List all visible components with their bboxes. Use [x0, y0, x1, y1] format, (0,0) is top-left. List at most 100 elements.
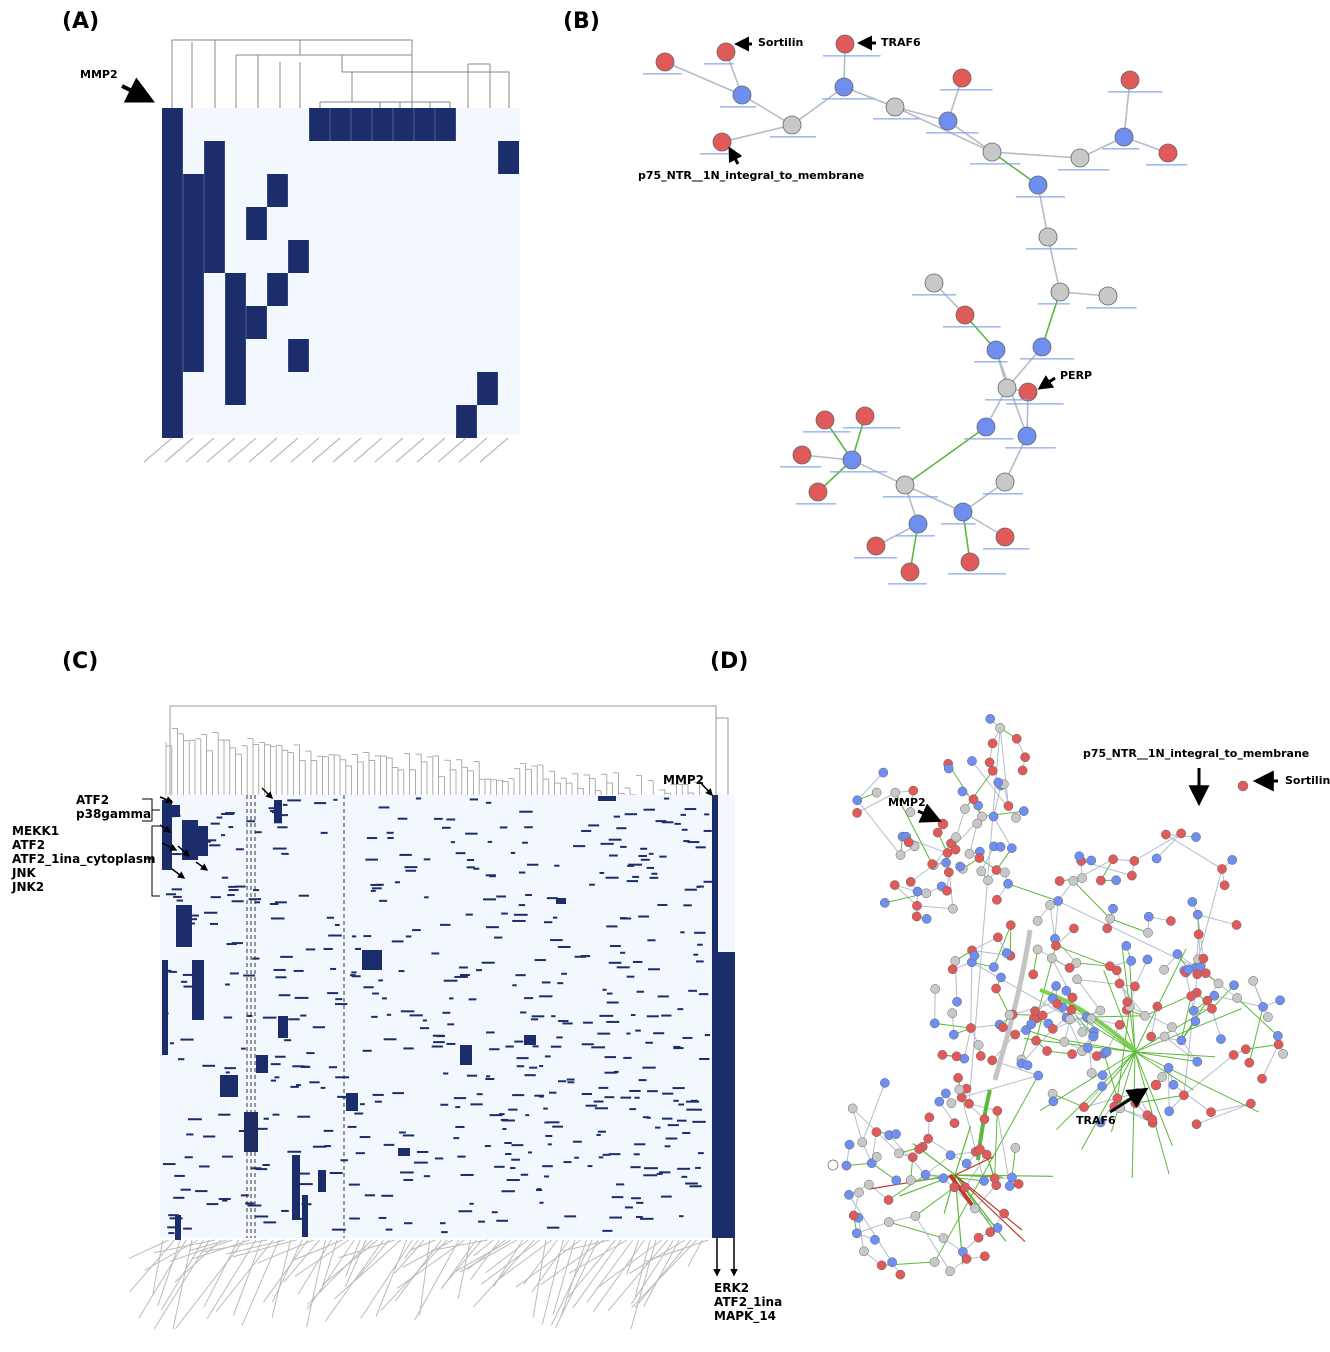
heatmap-cell — [272, 847, 287, 850]
panel-c-arrow-1 — [159, 796, 174, 804]
reaction-node — [961, 1158, 972, 1169]
network-edge — [1119, 1107, 1153, 1124]
complex-node — [997, 378, 1017, 398]
network-edge — [1134, 1051, 1173, 1147]
reaction-node — [1003, 878, 1013, 889]
reaction-node — [852, 795, 863, 806]
heatmap-cell — [420, 1027, 430, 1030]
gene-node — [1112, 1093, 1123, 1104]
heatmap-cell — [363, 935, 372, 938]
node-label-text — [948, 573, 1007, 575]
column-label-stub — [191, 1239, 251, 1260]
heatmap-cell — [370, 889, 376, 892]
heatmap-cell — [202, 1064, 216, 1067]
column-label-stub — [516, 1239, 581, 1288]
heatmap-cell — [632, 960, 643, 963]
reaction-node — [992, 1223, 1003, 1233]
heatmap-cell — [544, 1175, 550, 1178]
heatmap-cell — [169, 814, 181, 817]
gene-node — [712, 132, 732, 152]
reaction-node — [880, 1078, 890, 1088]
heatmap-cell — [255, 901, 260, 904]
heatmap-cell — [535, 1189, 543, 1192]
network-edge — [954, 1174, 1054, 1177]
gene-node — [1202, 995, 1213, 1006]
heatmap-cell — [543, 1107, 548, 1110]
gene-node — [949, 1182, 960, 1193]
heatmap-cell — [599, 1014, 614, 1017]
heatmap-cell — [453, 1137, 460, 1140]
column-label-stub — [143, 437, 173, 463]
heatmap-cell — [626, 975, 635, 978]
heatmap-cell — [391, 940, 404, 943]
panel-b-label: (B) — [563, 9, 600, 34]
heatmap-cell — [642, 1066, 656, 1069]
column-label-stub — [628, 1239, 686, 1274]
complex-node — [1065, 1014, 1076, 1025]
heatmap-cell — [459, 974, 470, 977]
heatmap-cell — [334, 923, 340, 926]
node-label-text — [704, 63, 735, 65]
gene-node — [1228, 1050, 1239, 1060]
heatmap-cell — [449, 997, 454, 1000]
network-edge — [894, 792, 933, 865]
network-edge — [954, 1125, 972, 1176]
network-edge — [904, 426, 987, 486]
gene-node — [992, 1106, 1003, 1116]
column-label-stub — [344, 1239, 367, 1288]
heatmap-cell — [673, 1045, 681, 1048]
heatmap-cell — [616, 966, 630, 969]
heatmap-cell — [256, 1127, 268, 1130]
heatmap-cell — [455, 852, 466, 855]
heatmap-cell — [292, 1065, 305, 1068]
network-edge — [995, 988, 1010, 1016]
column-label-stub — [334, 1239, 402, 1300]
gene-node — [1042, 1046, 1052, 1056]
gene-node — [883, 1195, 894, 1205]
heatmap-cell — [383, 1038, 397, 1041]
heatmap-cell — [697, 1152, 704, 1155]
heatmap-cell — [248, 1120, 256, 1123]
heatmap-cell — [494, 936, 503, 939]
heatmap-cell — [199, 1165, 210, 1168]
heatmap-cell — [254, 831, 262, 834]
heatmap-cell — [404, 866, 418, 869]
heatmap-cell — [647, 968, 660, 971]
heatmap-cell — [518, 904, 526, 907]
reaction-node — [1229, 980, 1239, 991]
heatmap-cell — [267, 174, 288, 207]
heatmap-cell — [412, 929, 421, 932]
reaction-node — [921, 914, 932, 924]
heatmap-cell — [189, 914, 199, 917]
gene-node — [1111, 965, 1122, 976]
reaction-node — [1275, 995, 1285, 1006]
reaction-node — [1216, 1034, 1226, 1044]
reaction-node — [1022, 1060, 1033, 1071]
gene-node — [980, 1251, 990, 1262]
panel-a-mmp2-label: MMP2 — [80, 68, 118, 81]
heatmap-cell — [209, 844, 221, 847]
heatmap-cell — [314, 802, 327, 805]
heatmap-cell — [602, 1229, 613, 1232]
gene-node — [942, 885, 952, 896]
heatmap-cell — [640, 847, 648, 850]
network-edge — [1123, 79, 1131, 138]
column-label-stub — [540, 1239, 605, 1286]
heatmap-cell — [606, 925, 618, 928]
gene-node — [1069, 923, 1079, 934]
panel-c-heatmap-background — [160, 795, 735, 1238]
column-label-stub — [402, 1239, 454, 1268]
network-edge — [888, 1134, 926, 1176]
heatmap-cell — [180, 1188, 191, 1191]
heatmap-cell — [686, 1100, 700, 1103]
reaction-node — [934, 1096, 945, 1107]
gene-node — [1217, 864, 1227, 874]
reaction-node — [995, 842, 1006, 852]
column-label-stub — [586, 1239, 634, 1303]
network-edge — [991, 151, 1039, 186]
network-edge — [963, 1027, 972, 1059]
column-label-stub — [485, 1239, 529, 1274]
heatmap-cell — [544, 1121, 550, 1124]
heatmap-cell — [246, 207, 267, 240]
gene-node — [999, 1208, 1009, 1219]
